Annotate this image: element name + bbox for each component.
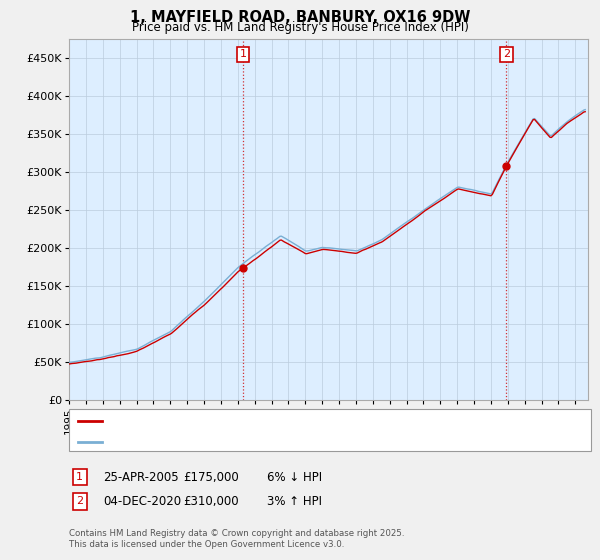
Text: 1: 1 <box>76 472 83 482</box>
Text: 2: 2 <box>503 49 510 59</box>
Text: 25-APR-2005: 25-APR-2005 <box>103 470 179 484</box>
Text: 2: 2 <box>76 496 83 506</box>
Text: Contains HM Land Registry data © Crown copyright and database right 2025.
This d: Contains HM Land Registry data © Crown c… <box>69 529 404 549</box>
Text: 1, MAYFIELD ROAD, BANBURY, OX16 9DW (semi-detached house): 1, MAYFIELD ROAD, BANBURY, OX16 9DW (sem… <box>108 416 448 426</box>
Text: Price paid vs. HM Land Registry's House Price Index (HPI): Price paid vs. HM Land Registry's House … <box>131 21 469 34</box>
Text: 1: 1 <box>239 49 247 59</box>
Text: 3% ↑ HPI: 3% ↑ HPI <box>267 494 322 508</box>
Text: HPI: Average price, semi-detached house, Cherwell: HPI: Average price, semi-detached house,… <box>108 437 375 447</box>
Text: £175,000: £175,000 <box>183 470 239 484</box>
Text: £310,000: £310,000 <box>183 494 239 508</box>
Text: 04-DEC-2020: 04-DEC-2020 <box>103 494 181 508</box>
Text: 1, MAYFIELD ROAD, BANBURY, OX16 9DW: 1, MAYFIELD ROAD, BANBURY, OX16 9DW <box>130 10 470 25</box>
Text: 6% ↓ HPI: 6% ↓ HPI <box>267 470 322 484</box>
